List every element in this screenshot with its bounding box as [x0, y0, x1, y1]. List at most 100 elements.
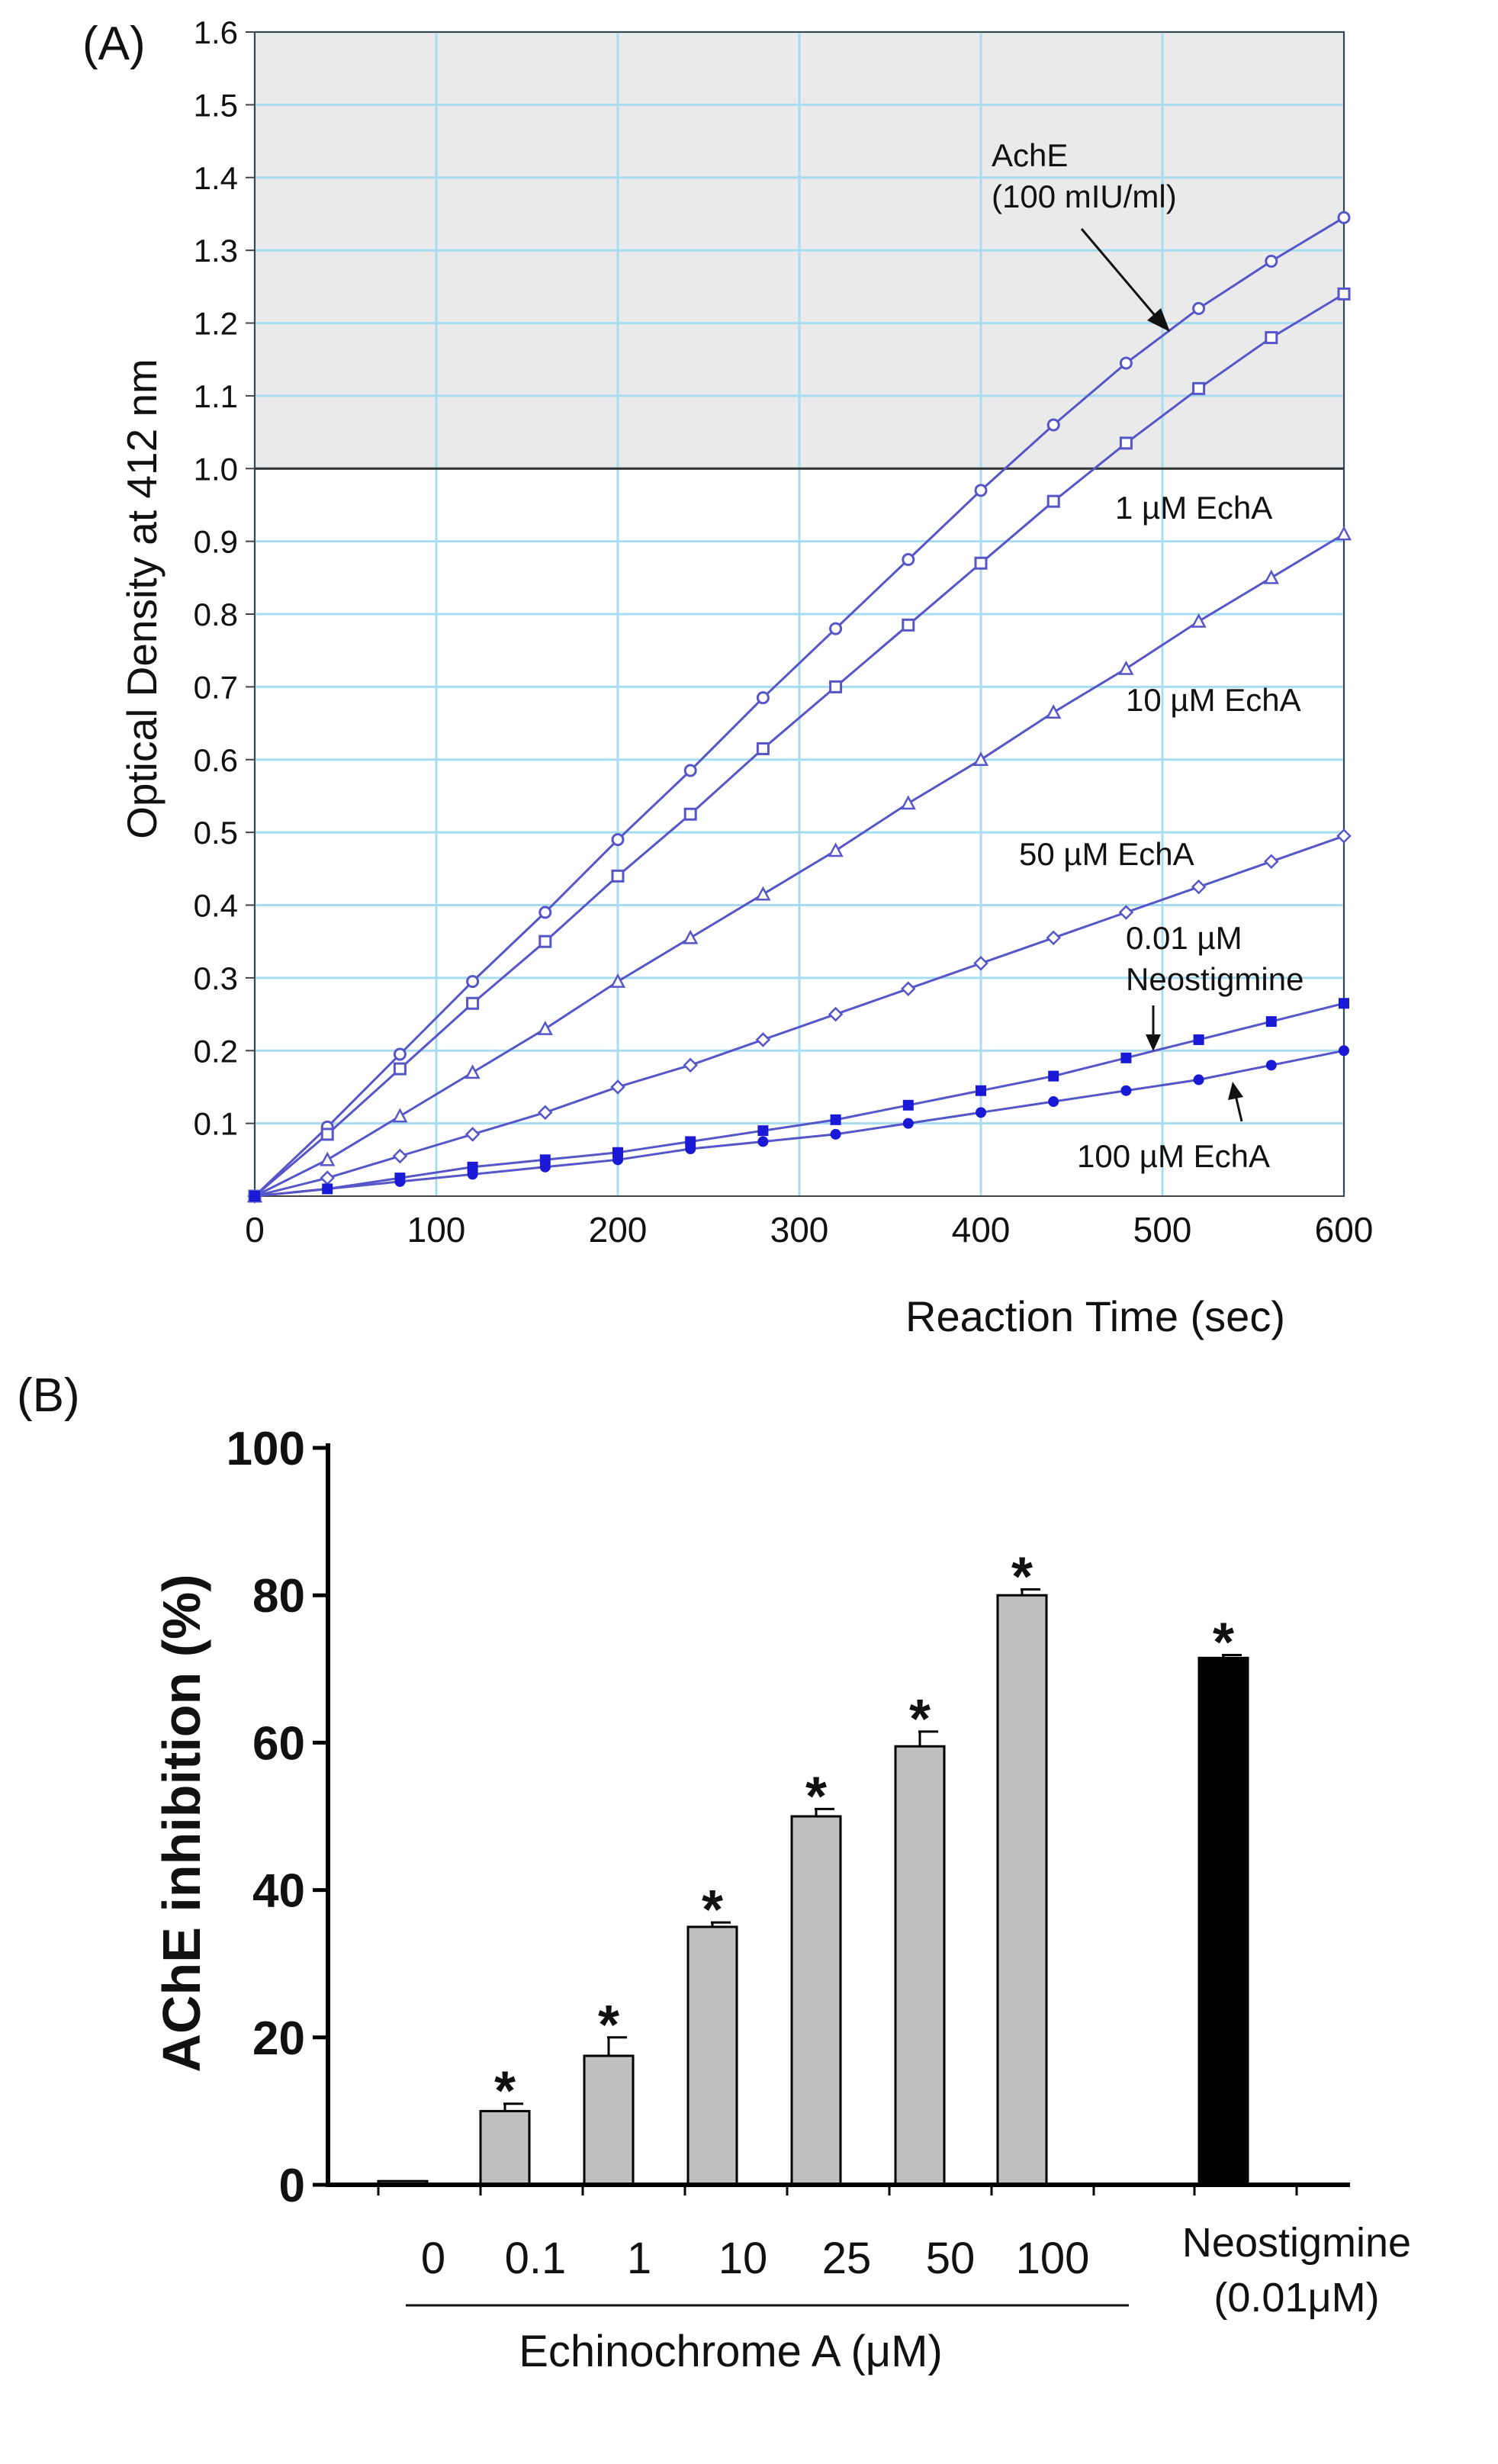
data-point: [683, 764, 697, 777]
data-point: [902, 1099, 914, 1111]
category-label: 25: [822, 2234, 872, 2283]
x-tick-label: 200: [589, 1210, 648, 1250]
data-point: [465, 1127, 481, 1142]
y-axis-title-b: AChE inhibition (%): [152, 1574, 211, 2072]
bar: [790, 1815, 842, 2186]
data-point: [537, 1020, 553, 1035]
data-point: [1048, 1070, 1059, 1082]
data-point: [394, 1176, 406, 1187]
x-tick-label: 500: [1133, 1210, 1192, 1250]
data-point: [320, 1151, 336, 1166]
y-axis-ticks-b: 0 20 40 60 80 100: [227, 1423, 328, 2212]
y-tick-label-b: 40: [252, 1865, 305, 1918]
bar-group: * * * * * * *: [377, 1546, 1249, 2186]
series-group: [246, 211, 1352, 1204]
category-label: 100: [1016, 2234, 1090, 2283]
category-label: 0.1: [505, 2234, 567, 2283]
data-point: [1337, 287, 1351, 301]
x-tick-label: 100: [407, 1210, 466, 1250]
data-point: [974, 556, 988, 570]
panel-a: (A) 0 100 200 300 400 500 600 0.10.20.30.40.50…: [82, 14, 1373, 1340]
x-tick-label: 0: [245, 1210, 265, 1250]
category-labels: 0 0.1 1 10 25 50 100: [421, 2234, 1090, 2283]
data-point: [976, 1107, 986, 1118]
y-axis-ticks: 0.1 0.2 0.3 0.4 0.5 0.6 0.7 0.8 0.9 1.0 1.1 1.2 1.3 1…: [194, 14, 255, 1142]
arrow-100um-echa: [1234, 1095, 1243, 1122]
data-point: [1339, 1045, 1349, 1057]
x-axis-title: Reaction Time (sec): [905, 1292, 1285, 1340]
data-point: [320, 1170, 335, 1185]
data-point: [976, 1085, 986, 1096]
data-point: [1193, 1074, 1204, 1086]
y-tick-label: 0.8: [194, 597, 238, 632]
data-point: [1118, 660, 1134, 675]
bar: [479, 2109, 531, 2186]
panel-b-label: (B): [17, 1369, 80, 1422]
significance-marker: *: [1213, 1612, 1234, 1673]
y-tick-label-b: 60: [252, 1717, 305, 1770]
y-axis-title: Optical Density at 412 nm: [118, 359, 166, 839]
category-label: 0: [421, 2234, 445, 2283]
y-tick-label: 1.6: [194, 14, 238, 50]
y-tick-label: 0.2: [194, 1033, 238, 1069]
annotation-100um-echa: 100 µM EchA: [1077, 1138, 1270, 1174]
data-point: [973, 956, 988, 971]
y-tick-label: 1.0: [194, 451, 238, 487]
data-point: [756, 741, 770, 755]
y-tick-label-b: 0: [279, 2160, 305, 2212]
bar: [894, 1745, 946, 2186]
data-point: [755, 886, 771, 901]
category-label: 1: [627, 2234, 651, 2283]
y-tick-label: 0.6: [194, 742, 238, 778]
y-tick-label: 0.1: [194, 1106, 238, 1142]
data-point: [1193, 1034, 1204, 1045]
data-point: [1118, 905, 1134, 920]
data-point: [1046, 494, 1060, 508]
data-point: [1046, 704, 1062, 719]
series-line: [254, 1002, 1345, 1198]
y-tick-label: 1.2: [194, 306, 238, 342]
annotation-10um-echa: 10 µM EchA: [1126, 682, 1301, 718]
data-point: [320, 1127, 334, 1141]
data-point: [683, 929, 699, 944]
annotation-50um-echa: 50 µM EchA: [1019, 836, 1194, 872]
neostigmine-conc-label: (0.01μM): [1214, 2275, 1379, 2321]
category-label: 10: [718, 2234, 768, 2283]
y-tick-label: 1.4: [194, 160, 238, 196]
data-point: [1120, 1052, 1132, 1063]
data-point: [901, 981, 916, 996]
data-point: [1046, 930, 1061, 946]
y-tick-label: 0.9: [194, 524, 238, 560]
data-point: [612, 1154, 623, 1166]
significance-marker: *: [909, 1689, 931, 1750]
data-point: [830, 1114, 841, 1125]
data-point: [467, 1169, 478, 1180]
data-point: [683, 1057, 698, 1073]
y-tick-label: 0.4: [194, 888, 238, 924]
data-point: [829, 680, 843, 693]
data-point: [1265, 331, 1278, 345]
series-line: [254, 835, 1345, 1198]
bar: [686, 1925, 738, 2186]
data-point: [902, 1118, 914, 1129]
y-tick-label: 1.1: [194, 378, 238, 414]
data-point: [757, 1125, 769, 1137]
data-point: [1119, 436, 1133, 450]
x-tick-label: 300: [770, 1210, 829, 1250]
y-tick-label: 0.7: [194, 669, 238, 705]
data-point: [1263, 569, 1279, 584]
significance-marker: *: [1011, 1546, 1033, 1607]
data-point: [1191, 879, 1207, 895]
data-point: [1264, 854, 1279, 870]
arrow-ache: [1080, 228, 1159, 320]
data-point: [902, 552, 915, 566]
annotation-ache-conc: (100 mIU/ml): [992, 179, 1177, 214]
annotation-1um-echa: 1 µM EchA: [1115, 490, 1272, 526]
annotation-ache: AchE: [992, 137, 1068, 173]
data-point: [1265, 1016, 1277, 1028]
data-point: [611, 869, 625, 883]
group-label: Echinochrome A (μM): [519, 2327, 943, 2376]
